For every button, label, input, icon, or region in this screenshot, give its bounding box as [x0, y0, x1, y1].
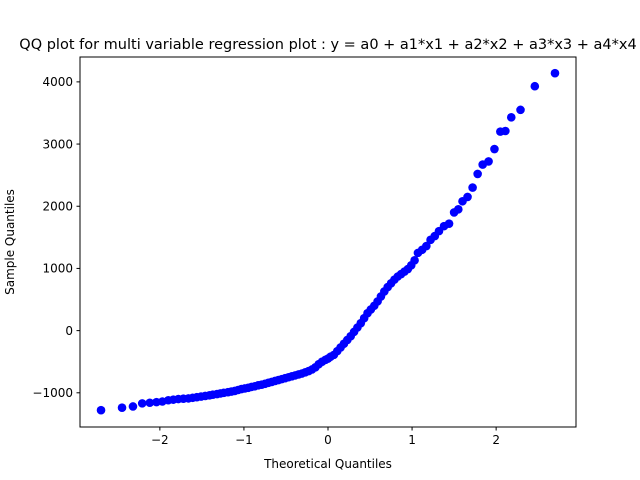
y-tick-label: 0	[65, 324, 73, 338]
data-point	[117, 403, 127, 413]
chart-title: QQ plot for multi variable regression pl…	[19, 37, 636, 53]
data-point	[422, 241, 431, 251]
x-tick-label: 2	[492, 433, 500, 447]
data-point	[550, 68, 560, 78]
y-tick-label: 4000	[42, 75, 73, 89]
data-point	[145, 398, 155, 408]
x-tick-label: −1	[235, 433, 253, 447]
data-point	[410, 256, 419, 265]
y-tick-label: −1000	[32, 386, 73, 400]
x-tick-label: 0	[324, 433, 332, 447]
y-axis-label: Sample Quantiles	[3, 189, 17, 295]
x-tick-label: 1	[408, 433, 416, 447]
data-point	[506, 113, 516, 122]
y-tick-label: 1000	[42, 262, 73, 276]
data-point	[128, 402, 138, 411]
points-layer	[96, 68, 560, 415]
x-tick-label: −2	[151, 433, 169, 447]
data-point	[468, 183, 477, 192]
data-point	[484, 157, 493, 166]
y-tick-label: 2000	[42, 200, 73, 214]
data-point	[516, 105, 525, 115]
y-tick-label: 3000	[42, 137, 73, 151]
data-point	[473, 169, 482, 179]
y-axis: −1000 0 1000 2000 3000 4000	[32, 75, 80, 400]
data-point	[501, 126, 510, 136]
data-point	[444, 219, 454, 228]
data-point	[454, 205, 463, 214]
data-point	[530, 81, 540, 91]
x-axis-label: Theoretical Quantiles	[263, 457, 392, 471]
data-point	[96, 405, 106, 415]
data-point	[463, 192, 472, 202]
data-point	[137, 399, 147, 408]
x-axis: −2 −1 0 1 2	[151, 427, 500, 447]
data-point	[490, 144, 499, 154]
